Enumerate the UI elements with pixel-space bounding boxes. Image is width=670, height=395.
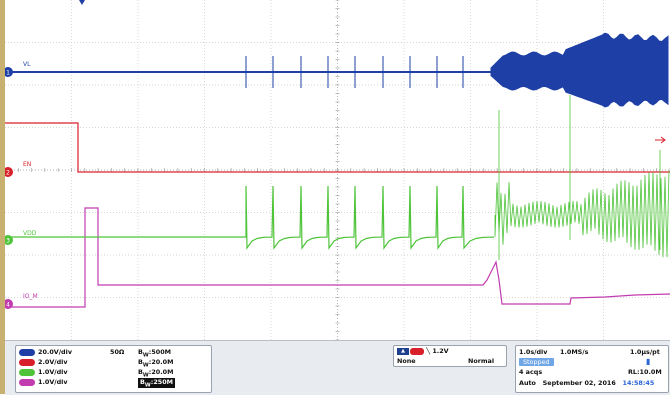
sample-rate: 1.0MS/s — [560, 348, 589, 356]
ch4-trace — [5, 207, 670, 308]
record-length: RL:10.0M — [628, 368, 662, 376]
ch3-bandwidth: BW:20.0M — [138, 368, 174, 379]
ch4-settings[interactable]: 1.0V/div — [19, 378, 68, 386]
ch1-scale: 20.0V/div — [38, 348, 72, 356]
timebase-panel[interactable]: 1.0s/div 1.0MS/s 1.0μs/pt Stopped ▮ 4 ac… — [515, 345, 669, 393]
ch2-settings[interactable]: 2.0V/div — [19, 358, 68, 366]
capture-date: September 02, 2016 — [542, 379, 616, 387]
ch2-trace — [5, 122, 670, 173]
ch3-marker[interactable]: 3 — [5, 235, 13, 245]
trigger-mode: Normal — [468, 357, 495, 365]
ch3-label: VDD — [23, 230, 37, 237]
ch3-trace — [5, 95, 670, 260]
svg-text:3: 3 — [6, 238, 10, 245]
trigger-level: 1.2V — [432, 347, 449, 355]
ch4-badge — [19, 378, 35, 386]
ch3-badge — [19, 368, 35, 376]
ch4-scale: 1.0V/div — [38, 378, 68, 386]
ch2-scale: 2.0V/div — [38, 358, 68, 366]
ch2-badge — [19, 358, 35, 366]
ch3-scale: 1.0V/div — [38, 368, 68, 376]
ch2-bandwidth: BW:20.0M — [138, 358, 174, 369]
ch4-marker[interactable]: 4 — [5, 299, 13, 309]
ch2-label: EN — [23, 161, 31, 168]
trigger-panel[interactable]: ▲ ╲ 1.2V None Normal — [393, 345, 507, 367]
acquisition-indicator-icon: ▮ — [646, 357, 651, 366]
screen-frame — [0, 0, 5, 394]
ch4-label: IO_M — [23, 293, 38, 300]
channel-settings-panel[interactable]: 20.0V/div 50Ω BW:500M 2.0V/div BW:20.0M … — [15, 345, 212, 393]
ch1-trace — [5, 32, 669, 108]
trigger-run-mode: Auto — [519, 379, 536, 387]
time-resolution: 1.0μs/pt — [630, 348, 660, 356]
waveform-canvas: 1 VL 2 EN 3 VDD 4 IO_M — [5, 0, 670, 340]
trigger-position-marker[interactable] — [79, 0, 85, 5]
trigger-mode-icon: ▲ — [397, 347, 409, 355]
time-per-div: 1.0s/div — [519, 348, 548, 356]
trigger-source-badge — [410, 347, 424, 355]
svg-text:4: 4 — [6, 302, 10, 309]
capture-time: 14:58:45 — [622, 379, 655, 387]
waveform-display: 1 VL 2 EN 3 VDD 4 IO_M — [5, 0, 670, 340]
ch2-marker[interactable]: 2 — [5, 167, 13, 177]
trigger-coupling: None — [397, 357, 416, 365]
acquisition-state: Stopped — [519, 358, 554, 366]
svg-text:1: 1 — [6, 70, 10, 77]
ch1-label: VL — [23, 61, 31, 68]
ch1-bandwidth: BW:500M — [138, 348, 172, 359]
status-bar: 20.0V/div 50Ω BW:500M 2.0V/div BW:20.0M … — [5, 340, 670, 395]
ch1-marker[interactable]: 1 — [5, 67, 13, 77]
graticule — [5, 0, 670, 340]
acquisition-count: 4 acqs — [519, 368, 543, 376]
ch1-badge — [19, 348, 35, 356]
ch1-termination: 50Ω — [110, 348, 125, 356]
svg-text:2: 2 — [6, 170, 10, 177]
ch4-bandwidth: BW:250M — [138, 378, 176, 389]
ch3-settings[interactable]: 1.0V/div — [19, 368, 68, 376]
ch1-settings[interactable]: 20.0V/div — [19, 348, 72, 356]
trigger-slope-icon: ╲ — [426, 347, 431, 355]
